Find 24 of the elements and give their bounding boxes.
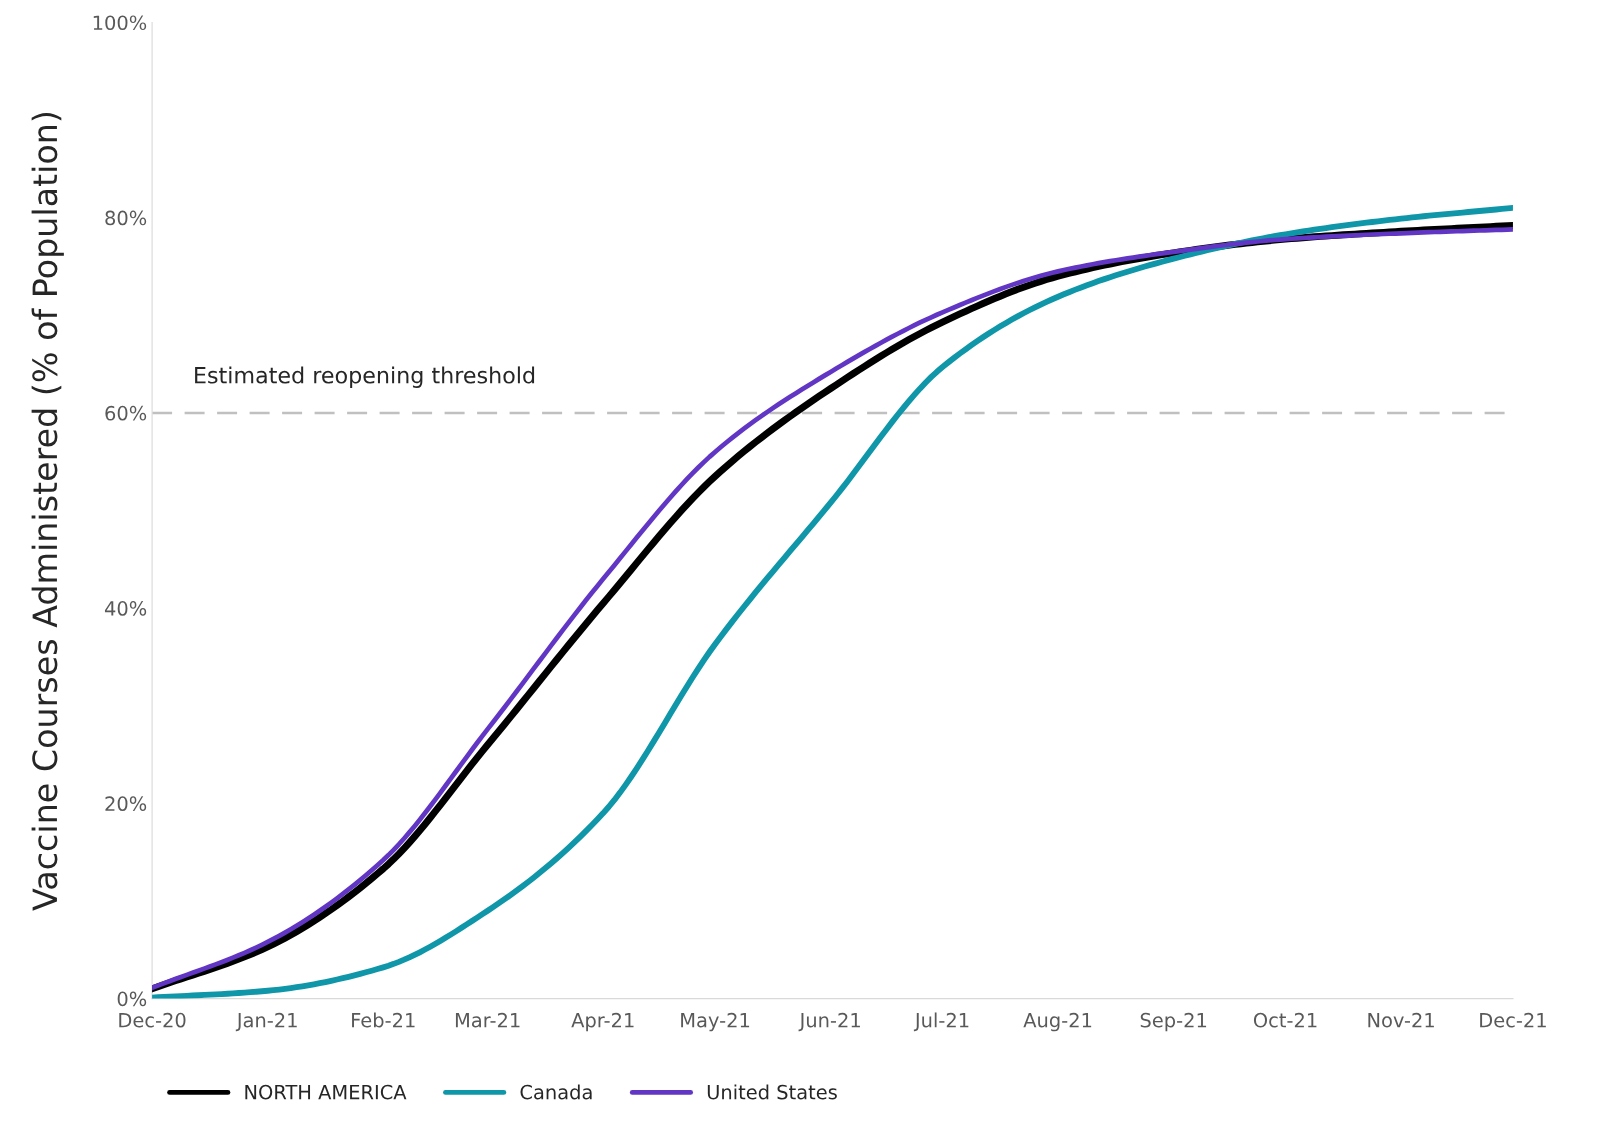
x-tick-label: Sep-21	[1140, 1012, 1207, 1032]
y-tick-label: 40%	[104, 601, 147, 616]
x-tick-label: Nov-21	[1368, 1012, 1434, 1028]
x-tick-label: Feb-21	[352, 1012, 415, 1028]
y-tick-label: 20%	[105, 796, 147, 812]
x-tick-label: Dec-20	[119, 1012, 186, 1028]
y-tick-label: 60%	[105, 405, 147, 421]
x-tick-label: May-21	[681, 1012, 750, 1032]
x-tick-label: Jun-21	[798, 1012, 860, 1032]
x-tick-label: Mar-21	[455, 1012, 520, 1028]
y-tick-label: 0%	[117, 991, 147, 1007]
x-tick-label: Jul-21	[913, 1012, 969, 1032]
ref-line-label: Estimated reopening threshold	[195, 366, 535, 388]
legend-label: Canada	[520, 1084, 592, 1100]
x-tick-label: Oct-21	[1253, 1012, 1317, 1028]
legend-label: United States	[707, 1084, 837, 1100]
y-tick-label: 100%	[93, 15, 147, 31]
x-tick-label: Jan-21	[235, 1012, 297, 1032]
legend-label: NORTH AMERICA	[245, 1084, 407, 1100]
x-tick-label: Apr-21	[571, 1012, 634, 1032]
y-axis-title: Vaccine Courses Administered (% of Population)	[31, 112, 64, 911]
x-tick-label: Dec-21	[1480, 1012, 1546, 1028]
y-tick-label: 80%	[105, 210, 147, 226]
x-tick-label: Aug-21	[1023, 1012, 1092, 1032]
